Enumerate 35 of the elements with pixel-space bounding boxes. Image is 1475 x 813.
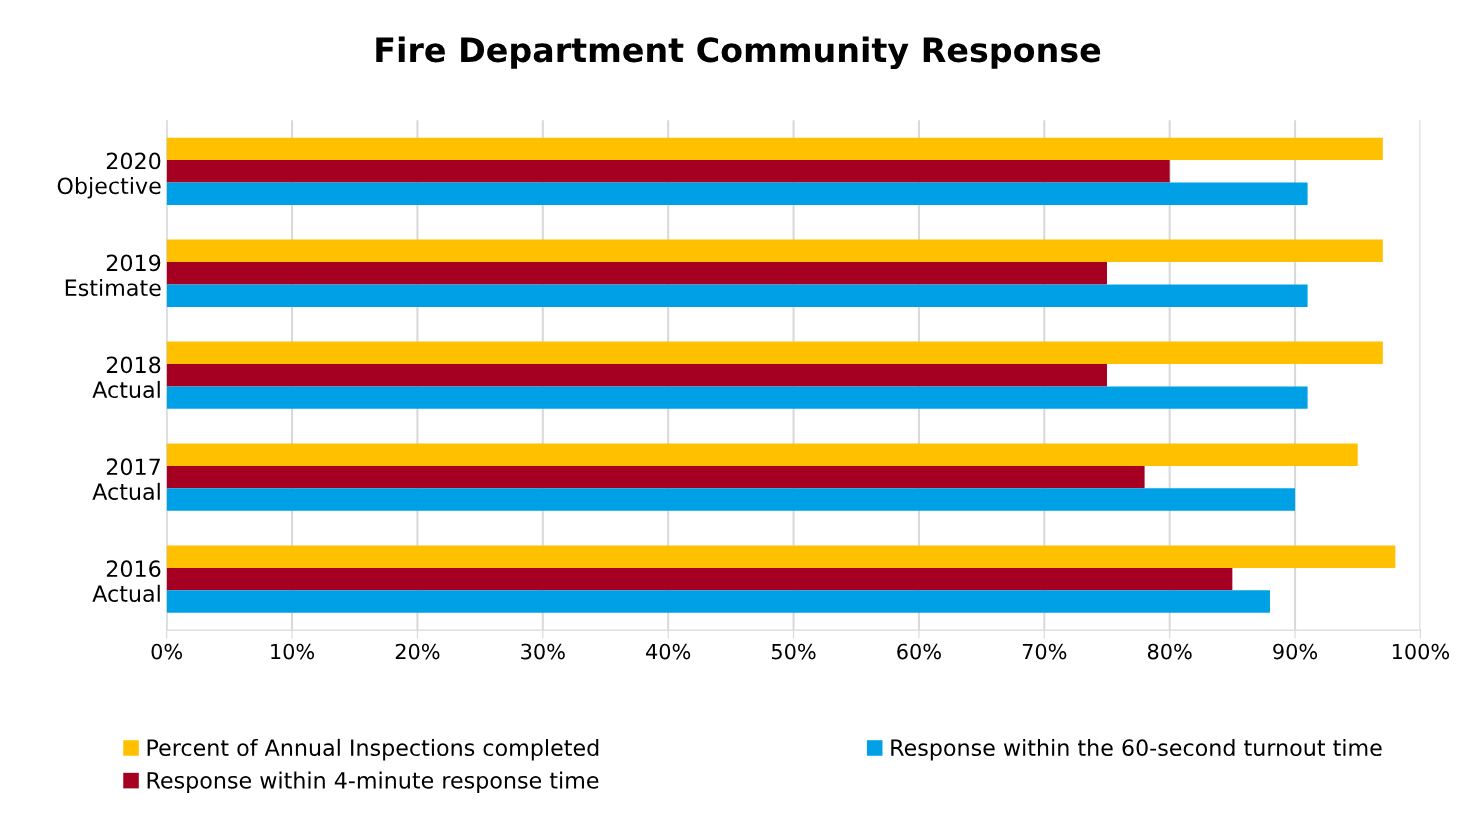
bar	[166, 545, 1396, 568]
y-tick-label: 2018 Actual	[92, 356, 161, 399]
y-tick-label: 2019 Estimate	[65, 254, 161, 297]
bar	[166, 284, 1308, 307]
bar	[166, 465, 1145, 489]
y-tick-label: 2020 Objective	[57, 152, 161, 199]
x-tick-label: 100%	[1392, 643, 1450, 660]
bar	[166, 363, 1107, 387]
x-tick-label: 40%	[646, 643, 691, 660]
y-tick-label: 2016 Actual	[92, 560, 161, 602]
legend-label: Response within 4-minute response time	[147, 771, 599, 793]
bar	[166, 488, 1296, 511]
chart-title: Fire Department Community Response	[376, 36, 1101, 70]
bar	[166, 182, 1308, 205]
bar	[166, 239, 1383, 263]
x-tick-label: 10%	[271, 643, 315, 660]
legend-label: Response within the 60-second turnout time	[891, 738, 1382, 761]
bar	[166, 567, 1233, 591]
bar	[166, 443, 1358, 466]
bar	[166, 341, 1383, 364]
x-tick-label: 90%	[1273, 643, 1318, 660]
x-tick-label: 70%	[1022, 643, 1067, 660]
x-tick-label: 80%	[1147, 643, 1192, 660]
x-tick-label: 50%	[772, 643, 816, 660]
y-tick-label: 2017 Actual	[92, 458, 160, 501]
bar	[166, 386, 1308, 409]
bar	[166, 262, 1107, 285]
legend-label: Percent of Annual Inspections completed	[147, 738, 599, 761]
x-tick-label: 30%	[521, 643, 565, 660]
x-tick-label: 20%	[395, 643, 440, 660]
x-tick-label: 60%	[897, 643, 941, 660]
bar	[166, 137, 1383, 161]
bar	[166, 160, 1170, 183]
x-tick-label: 0%	[151, 643, 183, 660]
bar	[166, 590, 1270, 613]
